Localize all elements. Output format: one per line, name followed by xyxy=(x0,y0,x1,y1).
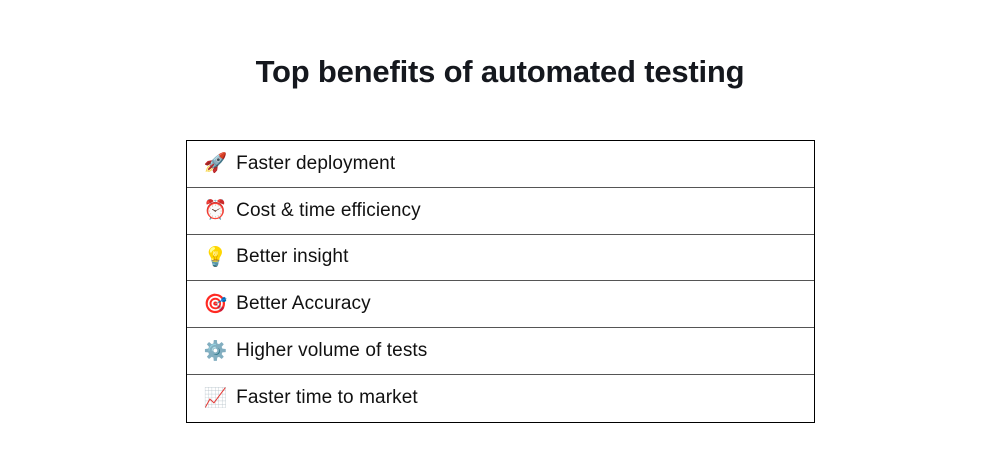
benefit-label: Faster time to market xyxy=(236,387,418,409)
benefit-row-higher-volume-of-tests: ⚙️ Higher volume of tests xyxy=(186,328,814,375)
gear-icon: ⚙️ xyxy=(203,340,228,362)
benefit-label: Better Accuracy xyxy=(236,293,371,315)
benefit-label: Cost & time efficiency xyxy=(236,199,421,221)
rocket-icon: 🚀 xyxy=(203,153,228,175)
benefit-label: Better insight xyxy=(236,246,349,268)
benefit-label: Faster deployment xyxy=(236,152,396,174)
benefit-label: Higher volume of tests xyxy=(236,340,428,362)
dart-target-icon: 🎯 xyxy=(203,293,228,315)
benefit-row-better-insight: 💡 Better insight xyxy=(186,235,814,282)
chart-increasing-icon: 📈 xyxy=(203,387,228,409)
benefit-row-faster-time-to-market: 📈 Faster time to market xyxy=(187,375,814,422)
benefit-row-cost-time-efficiency: ⏰ Cost & time efficiency xyxy=(186,188,814,235)
benefit-row-faster-deployment: 🚀 Faster deployment xyxy=(186,141,814,188)
benefit-row-better-accuracy: 🎯 Better Accuracy xyxy=(186,281,814,329)
alarm-clock-icon: ⏰ xyxy=(203,200,228,222)
benefits-table: 🚀 Faster deployment ⏰ Cost & time effici… xyxy=(185,140,815,423)
light-bulb-icon: 💡 xyxy=(203,246,228,268)
page-title: Top benefits of automated testing xyxy=(255,54,745,89)
